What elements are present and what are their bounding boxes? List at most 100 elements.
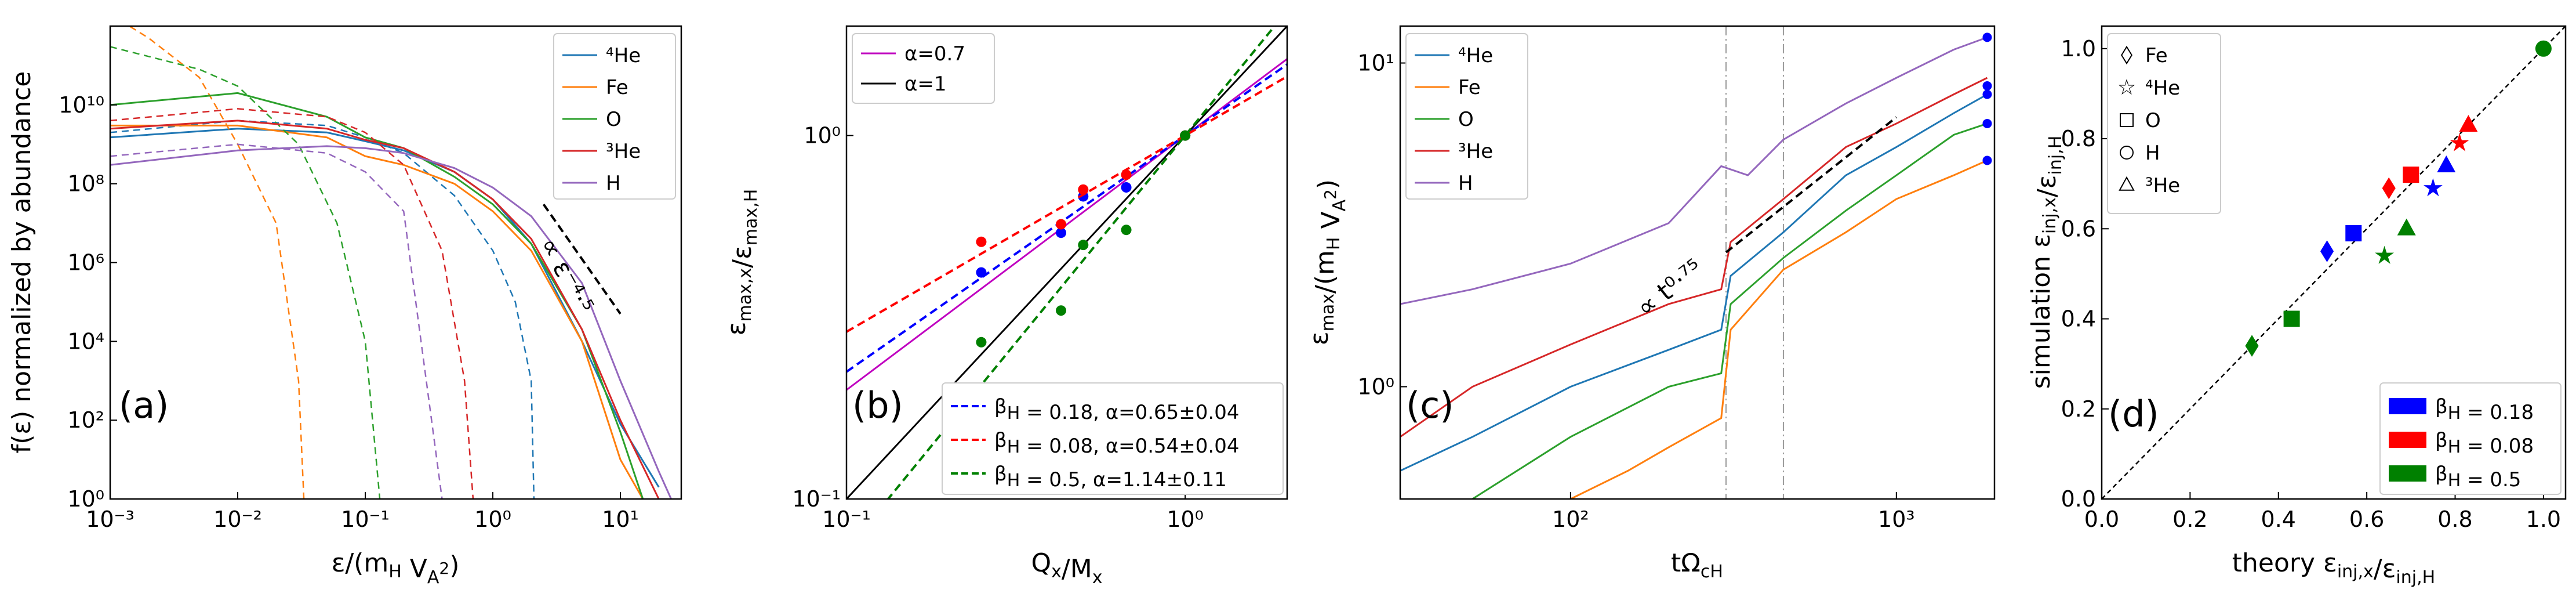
marker-diamond (2121, 45, 2132, 65)
legend-box (2107, 33, 2221, 214)
legend-label: H (2145, 142, 2160, 165)
series-line (1570, 160, 1988, 499)
panel-c-ylabel: εmax/(mH VA2) (1305, 179, 1350, 345)
legend-box (942, 382, 1284, 495)
series-line-solid (110, 145, 672, 499)
legend-swatch (2389, 465, 2426, 482)
legend-box (1405, 33, 1528, 200)
fit-line (846, 63, 1287, 373)
x-tick-label: 10⁻¹ (341, 507, 390, 532)
legend-label: ³He (1458, 140, 1493, 163)
series-line-dashed (110, 143, 443, 499)
panel-b: 10⁻¹ 10⁰ 10⁻¹ 10⁰ (b) α=0.7 α=1 βH = 0.18, α… (722, 25, 1288, 588)
x-tick-label: 10⁰ (474, 507, 511, 532)
legend-label: βH = 0.18 (2435, 395, 2534, 424)
data-point (1121, 169, 1132, 180)
x-tick-label: 10³ (1878, 507, 1915, 532)
panel-c-frame (1399, 25, 1996, 500)
x-tick-label: 0.4 (2261, 507, 2296, 532)
x-tick-label: 0.8 (2437, 507, 2472, 532)
x-tick-label: 10⁻³ (86, 507, 135, 532)
marker-triangle (2119, 176, 2135, 191)
panel-a-legend: ⁴He Fe O ³He H (553, 33, 676, 200)
data-point (1056, 305, 1067, 316)
marker-star (2450, 133, 2469, 151)
panel-b-lines (846, 26, 1287, 499)
panel-a-lines (110, 26, 672, 499)
power-law-guide (1725, 116, 1898, 254)
legend-label: α=0.7 (904, 42, 965, 66)
panel-c-xlabel: tΩcH (1671, 548, 1723, 582)
panel-d-ylabel: simulation εinj,x/εinj,H (2026, 136, 2066, 389)
marker-star (2375, 245, 2395, 264)
legend-box (553, 33, 676, 200)
panel-a-xlabel: ε/(mH VA2) (332, 548, 460, 588)
legend-label: ³He (606, 140, 641, 163)
series-line-solid (110, 124, 644, 499)
fit-line (886, 26, 1276, 499)
y-tick-label: 10¹⁰ (59, 92, 104, 118)
y-tick-label: 10⁰ (67, 486, 104, 512)
x-tick-label: 0.2 (2172, 507, 2207, 532)
y-tick-label: 10⁶ (67, 250, 104, 276)
endpoint-marker (1982, 89, 1992, 99)
y-tick-label: 10⁸ (67, 171, 104, 197)
panel-b-xlabel: Qx/Mx (1031, 548, 1103, 588)
data-point (1078, 240, 1089, 251)
endpoint-marker (1982, 118, 1992, 128)
data-point (1056, 227, 1067, 238)
y-tick-label: 0.2 (2061, 396, 2096, 422)
series-line (1400, 77, 1988, 438)
series-line (1400, 93, 1988, 472)
y-tick-label: 1.0 (2061, 36, 2096, 62)
y-tick-label: 10² (67, 407, 104, 433)
x-tick-label: 10⁻² (213, 507, 262, 532)
panel-c-lines (1400, 26, 1992, 499)
marker-square (2120, 113, 2134, 127)
legend-label: βH = 0.18, α=0.65±0.04 (994, 395, 1239, 424)
y-tick-label: 0.8 (2061, 126, 2096, 151)
y-tick-label: 10⁰ (804, 123, 841, 149)
marker-star (2118, 79, 2135, 95)
panel-c-label: (c) (1406, 384, 1454, 426)
x-tick-label: 10² (1552, 507, 1589, 532)
series-line-solid (110, 92, 644, 499)
legend-label: Fe (606, 76, 628, 99)
legend-label: Fe (1458, 76, 1481, 99)
panel-a: 10⁻³ 10⁻² 10⁻¹ 10⁰ 10¹ 10⁰ 10² 10⁴ 10⁶ 10⁸ 10¹⁰ (a… (7, 25, 682, 588)
legend-label: ⁴He (606, 44, 641, 67)
marker-diamond (2320, 240, 2334, 262)
y-tick-label: 0.6 (2061, 216, 2096, 241)
panel-c: 10² 10³ 10⁰ 10¹ (c) ∝ t⁰·⁷⁵ ⁴He Fe O ³He H tΩcH… (1305, 25, 1996, 582)
legend-box (852, 33, 995, 104)
data-point (976, 337, 987, 348)
legend-label: βH = 0.5 (2435, 462, 2521, 491)
legend-label: ⁴He (2145, 77, 2180, 100)
legend-label: O (1458, 108, 1474, 131)
panel-d-xlabel: theory εinj,x/εinj,H (2232, 548, 2435, 588)
panel-a-annotation: ∝ ε⁻⁴·⁵ (533, 233, 599, 319)
legend-label: βH = 0.08 (2435, 429, 2534, 458)
panel-b-ylabel: εmax,x/εmax,H (722, 189, 761, 336)
marker-square (2345, 225, 2362, 242)
panel-d-frame (2101, 25, 2567, 500)
x-tick-label: 10¹ (602, 507, 639, 532)
legend-swatch (2389, 398, 2426, 414)
series-line-dashed (110, 120, 535, 499)
x-tick-label: 0.0 (2084, 507, 2119, 532)
legend-label: O (2145, 109, 2161, 132)
y-tick-label: 10¹ (1357, 50, 1394, 76)
x-tick-label: 0.6 (2349, 507, 2384, 532)
y-tick-label: 10⁰ (1357, 374, 1394, 400)
panel-d-color-legend: βH = 0.18 βH = 0.08 βH = 0.5 (2379, 382, 2562, 495)
panel-b-label: (b) (852, 384, 903, 426)
legend-label: H (606, 172, 621, 195)
marker-circle (2120, 146, 2134, 160)
data-point (1180, 130, 1191, 141)
x-tick-label: 1.0 (2526, 507, 2561, 532)
endpoint-marker (1982, 32, 1992, 42)
series-line-dashed (110, 108, 474, 499)
data-point (1056, 219, 1067, 230)
y-tick-label: 0.4 (2061, 306, 2096, 332)
